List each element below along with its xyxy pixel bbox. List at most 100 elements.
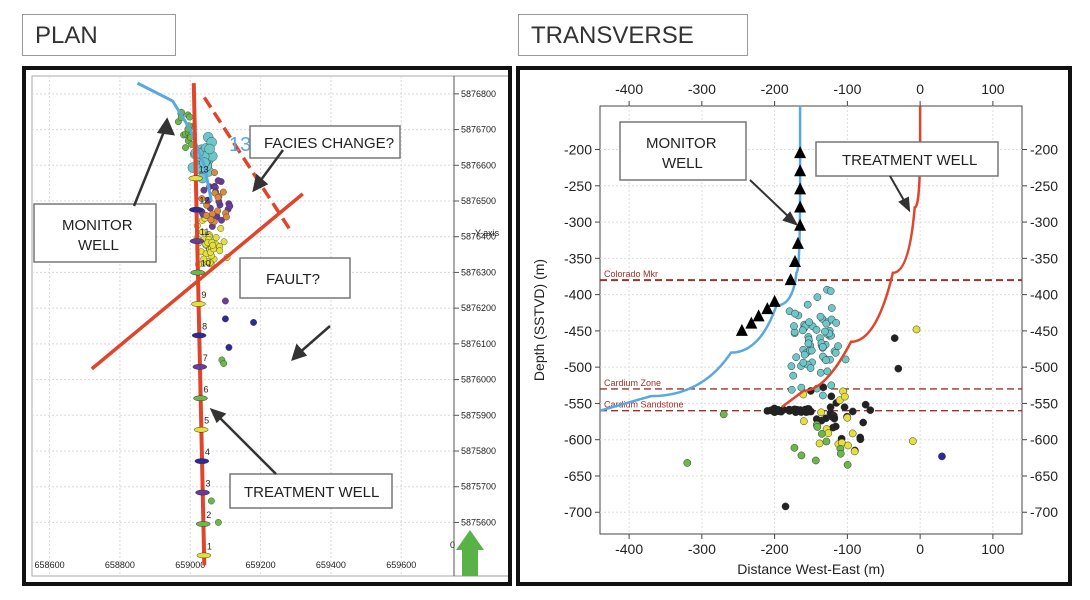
trans-event-point xyxy=(800,350,809,359)
trans-event-point xyxy=(827,381,836,390)
trans-event-point xyxy=(827,392,836,401)
trans-event-point xyxy=(800,417,808,426)
trans-x-tick-label-bottom: -400 xyxy=(615,541,643,557)
plan-stage-number: 7 xyxy=(203,353,208,363)
treatment-well-arrowhead xyxy=(209,407,227,424)
transverse-view-frame: -400 -400 -300 -300 -200 -200 -100 -100 0 0 100 100… xyxy=(516,66,1072,586)
plan-event-point xyxy=(200,255,208,263)
plan-stage-number: 6 xyxy=(203,384,208,394)
plan-event-point xyxy=(216,247,224,255)
plan-event-point xyxy=(182,144,189,151)
trans-y-tick-label-left: -550 xyxy=(564,395,592,411)
plan-stage-marker xyxy=(195,521,211,527)
plan-event-point xyxy=(220,360,228,367)
trans-event-point xyxy=(840,403,849,412)
trans-horizon-label: Cardium Zone xyxy=(604,378,661,388)
plan-y-tick-label: 5876500 xyxy=(461,196,496,206)
geophone-marker xyxy=(791,236,804,249)
plan-stage-number: 8 xyxy=(202,321,207,331)
plan-y-tick-label: 5876400 xyxy=(461,232,496,242)
plan-event-point xyxy=(222,297,229,305)
trans-y-tick-label-left: -400 xyxy=(564,287,592,303)
plan-x-tick-label: 659000 xyxy=(175,560,205,570)
trans-horizon-label: Colorado Mkr xyxy=(604,269,658,279)
trans-event-point xyxy=(894,364,903,373)
plan-event-point xyxy=(218,216,225,224)
north-arrow xyxy=(456,530,484,576)
plan-stage-marker xyxy=(189,238,205,244)
transverse-view-title: TRANSVERSE VIEW xyxy=(518,14,748,91)
trans-tick-labels: -400 -400 -300 -300 -200 -200 -100 -100 0 0 100 100… xyxy=(564,81,1058,557)
trans-y-tick-label-right: -600 xyxy=(1030,432,1058,448)
trans-x-tick-label-top: -300 xyxy=(688,81,716,97)
trans-monitor-well-line xyxy=(599,105,802,412)
plan-stage-number: 2 xyxy=(206,510,211,520)
plan-y-tick-label: 5875600 xyxy=(461,517,496,527)
plan-y-tick-label: 5876700 xyxy=(461,125,496,135)
trans-x-tick-label-top: -200 xyxy=(761,81,789,97)
trans-event-point xyxy=(912,325,921,334)
geophone-marker xyxy=(794,200,807,213)
plan-y-axis-label: Y-axis xyxy=(475,228,500,238)
trans-event-point xyxy=(790,443,799,452)
facies-change-label: FACIES CHANGE? xyxy=(264,135,394,152)
plan-corner-zero: 0 xyxy=(450,540,455,550)
trans-event-point-dense xyxy=(805,407,813,415)
plan-x-tick-label: 659200 xyxy=(246,560,276,570)
trans-monitor-label-2: WELL xyxy=(662,155,703,172)
trans-event-point xyxy=(834,342,842,350)
plan-event-point xyxy=(198,228,206,236)
trans-y-tick-label-left: -200 xyxy=(564,142,592,158)
trans-event-point xyxy=(797,451,806,460)
plan-y-tick-label: 5876000 xyxy=(461,375,496,385)
trans-event-point xyxy=(859,418,868,427)
trans-x-tick-label-bottom: 0 xyxy=(916,541,924,557)
monitor-well-arrow xyxy=(132,123,169,207)
plan-event-point xyxy=(214,207,222,215)
trans-geophones xyxy=(735,146,807,336)
trans-event-point xyxy=(938,452,946,461)
trans-x-tick-label-top: 100 xyxy=(981,81,1005,97)
plan-stage-number: 9 xyxy=(201,290,206,300)
trans-y-tick-label-right: -300 xyxy=(1030,214,1058,230)
plan-event-point xyxy=(217,225,225,232)
plan-event-point xyxy=(202,212,210,219)
trans-event-point xyxy=(816,368,825,377)
plan-event-point xyxy=(203,201,211,209)
plan-event-point xyxy=(214,519,222,526)
trans-x-tick-label-bottom: -100 xyxy=(833,541,861,557)
fault-arrow xyxy=(297,325,331,355)
plan-stage-marker xyxy=(196,552,212,559)
trans-treatment-arrowhead xyxy=(898,196,911,213)
plan-y-tick-label: 5876800 xyxy=(461,89,496,99)
trans-y-tick-label-right: -450 xyxy=(1030,323,1058,339)
trans-event-point-dense xyxy=(796,406,805,414)
plan-x-tick-label: 658800 xyxy=(105,560,135,570)
geophone-marker xyxy=(752,309,765,322)
trans-event-point xyxy=(811,456,820,465)
trans-event-point xyxy=(719,410,728,419)
geophone-marker xyxy=(794,146,807,159)
trans-y-tick-label-left: -700 xyxy=(564,504,592,520)
plan-event-point xyxy=(211,169,218,177)
plan-event-point xyxy=(212,234,220,241)
trans-x-tick-label-bottom: 100 xyxy=(981,541,1005,557)
trans-event-point xyxy=(832,319,841,327)
fault-line xyxy=(90,192,304,371)
geophone-marker xyxy=(784,273,797,286)
trans-event-point xyxy=(890,334,899,342)
trans-y-tick-label-right: -350 xyxy=(1030,250,1058,266)
trans-event-point xyxy=(822,437,831,446)
trans-event-point xyxy=(848,429,857,438)
plan-stage-marker xyxy=(192,364,208,370)
trans-event-point xyxy=(791,309,799,318)
geophone-marker xyxy=(788,254,801,267)
trans-y-tick-label-left: -300 xyxy=(564,214,592,230)
trans-y-tick-label-right: -400 xyxy=(1030,287,1058,303)
trans-event-point xyxy=(806,364,815,372)
trans-event-point xyxy=(836,449,845,458)
plan-x-tick-label: 659400 xyxy=(316,560,346,570)
trans-event-point xyxy=(831,422,840,431)
trans-event-point xyxy=(824,429,833,438)
